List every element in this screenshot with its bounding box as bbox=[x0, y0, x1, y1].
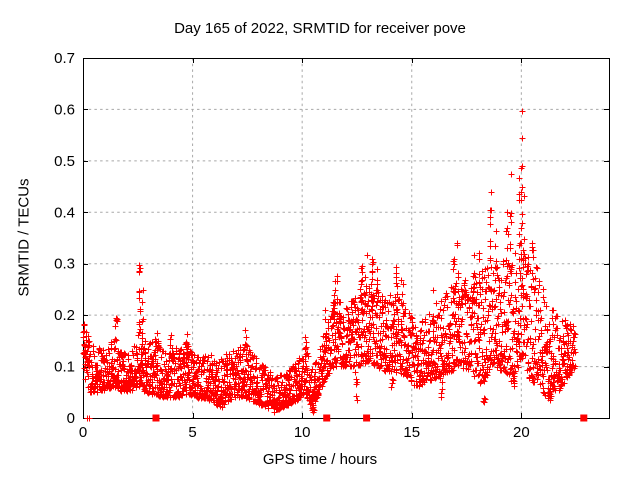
y-tick-label: 0.1 bbox=[54, 359, 75, 376]
data-points-srmtid bbox=[80, 108, 579, 422]
y-tick-label: 0 bbox=[67, 410, 75, 427]
chart-title: Day 165 of 2022, SRMTID for receiver pov… bbox=[174, 20, 466, 37]
y-tick-label: 0.4 bbox=[54, 204, 75, 221]
y-tick-label: 0.3 bbox=[54, 256, 75, 273]
x-axis-title: GPS time / hours bbox=[262, 451, 378, 468]
x-tick-label: 15 bbox=[403, 424, 420, 441]
gap-marker-square bbox=[152, 414, 160, 422]
x-tick-label: 20 bbox=[513, 424, 530, 441]
y-tick-label: 0.6 bbox=[54, 101, 75, 118]
y-tick-label: 0.7 bbox=[54, 50, 75, 67]
gap-marker-square bbox=[363, 414, 371, 422]
plot-border bbox=[83, 58, 610, 419]
y-tick-label: 0.5 bbox=[54, 153, 75, 170]
x-tick-label: 0 bbox=[79, 424, 87, 441]
gap-marker-square bbox=[580, 414, 588, 422]
gap-marker-square bbox=[323, 414, 331, 422]
y-tick-label: 0.2 bbox=[54, 307, 75, 324]
x-tick-label: 5 bbox=[188, 424, 196, 441]
x-tick-label: 10 bbox=[294, 424, 311, 441]
